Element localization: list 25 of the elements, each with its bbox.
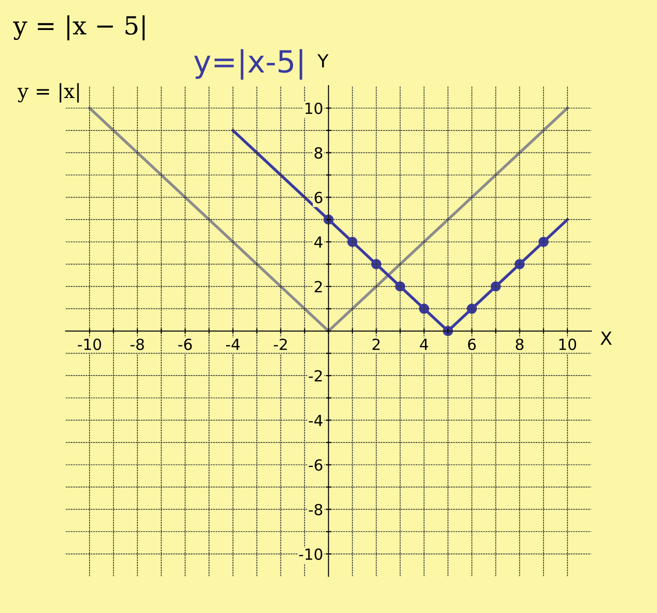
- x-tick-label: -10: [78, 338, 102, 350]
- y-tick-label: -8: [308, 504, 322, 516]
- y-tick-label: 2: [314, 280, 322, 292]
- y-axis-title: Y: [317, 54, 329, 68]
- annotation: y = |x|: [17, 83, 79, 103]
- y-tick-label: 6: [314, 192, 322, 204]
- y-tick-label: -6: [308, 459, 322, 471]
- x-tick-label: -2: [274, 338, 287, 350]
- x-tick-label: -6: [178, 338, 192, 350]
- x-tick-label: 8: [516, 338, 524, 350]
- chart-title: y = |x − 5|: [13, 15, 145, 40]
- x-tick-label: -4: [226, 338, 240, 350]
- y-tick-label: -2: [308, 370, 322, 382]
- x-axis-title: X: [600, 332, 612, 345]
- y-tick-label: 8: [314, 147, 322, 159]
- x-tick-label: -8: [130, 338, 144, 350]
- x-tick-label: 6: [468, 338, 476, 350]
- x-tick-label: 2: [372, 338, 380, 350]
- x-tick-label: 10: [559, 338, 576, 350]
- y-tick-label: 10: [306, 102, 322, 114]
- y-tick-label: -10: [299, 548, 322, 560]
- y-tick-label: -4: [308, 414, 322, 426]
- x-tick-label: 4: [420, 338, 428, 350]
- text: y=|x-5|: [194, 49, 302, 80]
- y-tick-label: 4: [314, 236, 322, 248]
